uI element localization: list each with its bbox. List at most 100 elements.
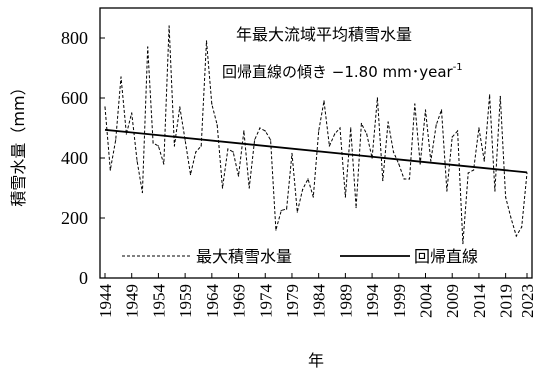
x-tick-label: 1999 (390, 284, 409, 318)
data-point (499, 95, 501, 98)
data-point (494, 190, 496, 192)
data-point (248, 187, 250, 189)
data-point (483, 160, 485, 162)
data-point (291, 152, 293, 155)
x-tick-label: 2004 (417, 284, 436, 319)
data-point (323, 100, 325, 102)
chart-title: 年最大流域平均積雪水量 (236, 25, 412, 44)
data-point (280, 209, 282, 212)
data-point (157, 145, 160, 147)
data-point (328, 145, 330, 147)
data-point (275, 229, 277, 231)
x-tick-label: 1964 (203, 284, 222, 319)
data-point (312, 196, 314, 198)
data-point (526, 172, 528, 174)
data-point (344, 196, 346, 198)
y-axis-label: 積雪水量（mm） (9, 79, 28, 206)
data-point (387, 121, 389, 123)
data-point (264, 130, 266, 132)
x-tick-label: 2023 (518, 284, 537, 318)
x-tick-label: 1944 (96, 284, 115, 319)
x-tick-label: 2009 (443, 284, 462, 318)
data-point (163, 163, 165, 165)
data-point (232, 151, 234, 153)
data-point (221, 187, 224, 189)
data-point (168, 25, 170, 27)
data-point (243, 130, 245, 132)
regression-annotation-text: 回帰直線の傾き −1.80 mm･year (222, 63, 454, 81)
data-point (141, 191, 143, 194)
data-point (521, 226, 523, 228)
data-point (376, 97, 379, 99)
data-point (366, 133, 368, 135)
data-point (205, 40, 208, 42)
data-point (302, 188, 304, 191)
y-tick-label: 400 (61, 148, 88, 168)
x-tick-label: 1979 (283, 284, 302, 318)
data-point (318, 130, 320, 132)
x-axis: 1944 1949 1954 1959 1964 1969 1974 1979 1984 1989… (96, 273, 537, 318)
legend-label-series-0: 最大積雪水量 (196, 247, 292, 266)
data-point (424, 109, 427, 111)
data-point (211, 103, 213, 105)
data-point (489, 94, 491, 96)
snow-water-series-line (104, 25, 528, 244)
plot-frame (99, 7, 533, 279)
data-point (515, 235, 517, 237)
y-tick-label: 600 (61, 88, 88, 108)
data-point (467, 172, 469, 174)
data-point (195, 151, 197, 153)
x-tick-label: 2014 (470, 284, 489, 319)
data-point (189, 173, 192, 176)
data-point (456, 130, 459, 132)
data-point (451, 136, 453, 138)
x-tick-label: 1984 (310, 284, 329, 319)
data-point (478, 127, 480, 129)
data-point (505, 196, 507, 198)
data-point (109, 169, 111, 171)
data-point (216, 124, 218, 126)
data-point (414, 103, 416, 105)
data-point (382, 179, 384, 182)
data-point (392, 151, 395, 153)
data-point (334, 133, 336, 135)
data-point (147, 46, 149, 48)
data-point (398, 163, 400, 165)
y-tick-label: 0 (79, 268, 88, 288)
data-point (179, 106, 181, 108)
data-point (440, 109, 443, 111)
data-point (125, 133, 127, 135)
data-point (371, 157, 373, 159)
data-point (472, 169, 475, 171)
y-tick-label: 800 (61, 28, 88, 48)
y-axis: 0 200 400 600 800 (61, 28, 105, 288)
data-point (403, 178, 405, 180)
data-point (184, 139, 186, 141)
data-point (408, 178, 411, 180)
x-tick-label: 1969 (230, 284, 249, 318)
regression-annotation: 回帰直線の傾き −1.80 mm･year-1 (222, 62, 463, 81)
data-point (462, 242, 464, 245)
data-point (355, 206, 357, 209)
x-tick-label: 1959 (176, 284, 195, 318)
data-point (227, 148, 229, 150)
regression-annotation-sup: -1 (453, 62, 463, 73)
x-tick-label: 1994 (363, 284, 382, 319)
data-point (136, 160, 138, 162)
data-point (152, 142, 154, 144)
data-point (115, 139, 117, 141)
data-point (419, 163, 421, 165)
data-point (430, 160, 432, 162)
x-tick-label: 1989 (336, 284, 355, 318)
data-point (446, 190, 448, 192)
data-point (120, 76, 122, 78)
x-tick-label: 1954 (149, 284, 168, 319)
data-point (307, 178, 309, 180)
data-point (510, 217, 512, 219)
data-point (350, 127, 352, 129)
data-point (435, 124, 437, 126)
legend-label-series-1: 回帰直線 (414, 247, 478, 266)
data-point (259, 127, 261, 129)
data-point (253, 139, 256, 141)
